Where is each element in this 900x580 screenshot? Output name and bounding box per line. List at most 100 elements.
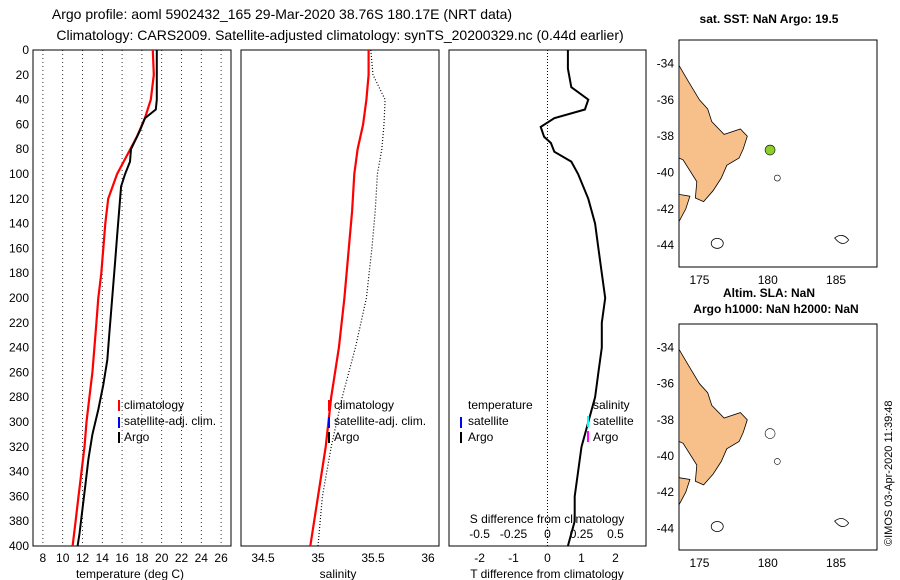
difference-legend-right: salinity satellite Argo	[587, 398, 634, 444]
difference-axes-frame	[448, 49, 647, 547]
t-difference-tick-label: 1	[578, 551, 585, 565]
depth-tick-label: 80	[16, 142, 30, 156]
salinity-argo-line	[317, 49, 386, 547]
depth-tick-label: 180	[9, 266, 29, 280]
depth-tick-label: 360	[9, 489, 29, 503]
depth-tick-label: 340	[9, 465, 29, 479]
map-lat-tick-label: -34	[657, 341, 675, 355]
salinity-tick-label: 36	[421, 551, 435, 565]
map-lat-tick-label: -40	[657, 449, 675, 463]
legend-satellite-label: satellite-adj. clim.	[334, 414, 426, 428]
map-lat-tick-label: -44	[657, 238, 675, 252]
legend-salinity-argo-label: Argo	[593, 430, 619, 444]
t-difference-tick-label: 0	[544, 551, 551, 565]
s-difference-tick-label: 0	[544, 527, 551, 541]
chatham-shelf-contour	[710, 237, 724, 249]
temperature-tick-label: 16	[115, 551, 129, 565]
salinity-axes-frame	[240, 49, 440, 547]
depth-tick-label: 300	[9, 415, 29, 429]
temperature-tick-label: 12	[76, 551, 90, 565]
depth-tick-label: 160	[9, 241, 29, 255]
salinity-tick-label: 35.5	[361, 551, 385, 565]
legend-salinity-satellite-label: satellite	[593, 414, 634, 428]
s-difference-tick-label: 0.25	[570, 527, 594, 541]
legend-argo-label: Argo	[468, 430, 494, 444]
temperature-tick-label: 14	[96, 551, 110, 565]
salinity-tick-labels: 34.5 35 35.5 36	[251, 551, 435, 565]
salinity-lines	[309, 49, 386, 547]
map-lon-tick-label: 180	[758, 556, 778, 570]
credit-timestamp: ©IMOS 03-Apr-2020 11:39:48	[883, 401, 895, 546]
map-lat-tick-label: -40	[657, 166, 675, 180]
depth-tick-label: 0	[22, 43, 29, 57]
depth-tick-label: 320	[9, 440, 29, 454]
chatham-islands-contour	[834, 235, 850, 244]
north-island-land	[678, 63, 748, 203]
map-lat-tick-label: -36	[657, 377, 675, 391]
difference-legend-left: temperature satellite Argo	[460, 398, 533, 444]
legend-salinity-heading: salinity	[593, 398, 630, 412]
argo-location-marker	[764, 144, 776, 156]
t-difference-tick-label: -1	[508, 551, 519, 565]
map-lat-tick-label: -44	[657, 521, 675, 535]
legend-satellite-label: satellite	[468, 414, 509, 428]
depth-tick-label: 120	[9, 192, 29, 206]
s-difference-axis-label: S difference from climatology	[470, 512, 625, 526]
sst-map-panel: sat. SST: NaN Argo: 19.5 175 180 185 -34 -36…	[657, 12, 878, 287]
chatham-shelf-contour	[710, 521, 724, 532]
depth-tick-labels: 0 20 40 60 80 100 120 140 160 180 200 220 240 260 280 3…	[9, 43, 29, 553]
map-lon-tick-label: 175	[689, 556, 709, 570]
difference-lines	[539, 50, 607, 547]
salinity-axis-label: salinity	[320, 567, 357, 580]
legend-satellite-label: satellite-adj. clim.	[124, 414, 216, 428]
depth-tick-label: 280	[9, 390, 29, 404]
sla-map-content: 175 180 185 -34 -36 -38 -40 -42 -44	[657, 341, 850, 570]
t-difference-tick-label: -2	[474, 551, 485, 565]
map-lat-tick-label: -34	[657, 57, 675, 71]
sla-map-title-line2: Argo h1000: NaN h2000: NaN	[693, 302, 858, 316]
depth-tick-label: 240	[9, 341, 29, 355]
map-lat-tick-label: -42	[657, 485, 675, 499]
depth-tick-label: 40	[16, 93, 30, 107]
depth-tick-label: 60	[16, 117, 30, 131]
figure-title-line1: Argo profile: aoml 5902432_165 29-Mar-20…	[52, 6, 512, 22]
s-difference-tick-labels: -0.5 -0.25 0 0.25 0.5	[469, 527, 624, 541]
depth-tick-label: 140	[9, 217, 29, 231]
t-difference-argo-line	[539, 50, 607, 547]
depth-tick-label: 260	[9, 365, 29, 379]
argo-location-marker	[764, 428, 776, 439]
s-difference-tick-label: -0.25	[500, 527, 528, 541]
map-lon-tick-label: 180	[758, 273, 778, 287]
map-lon-tick-label: 185	[826, 273, 846, 287]
depth-tick-label: 220	[9, 316, 29, 330]
south-island-land	[678, 477, 691, 505]
map-lat-tick-label: -36	[657, 93, 675, 107]
legend-argo-label: Argo	[334, 430, 360, 444]
temperature-tick-label: 8	[40, 551, 47, 565]
salinity-tick-label: 35	[311, 551, 325, 565]
temperature-panel: 0 20 40 60 80 100 120 140 160 180 200 220 240 260 280 3…	[9, 43, 232, 580]
map-lat-tick-label: -38	[657, 413, 675, 427]
temperature-tick-labels: 8 10 12 14 16 18 20 22 24 26	[40, 551, 229, 565]
temperature-lines	[71, 49, 158, 547]
seamount-contour	[774, 174, 781, 182]
map-lon-tick-label: 175	[689, 273, 709, 287]
figure-title-line2: Climatology: CARS2009. Satellite-adjuste…	[56, 27, 623, 43]
temperature-grid	[42, 50, 222, 546]
temperature-tick-label: 24	[195, 551, 209, 565]
depth-tick-label: 20	[16, 68, 30, 82]
chatham-islands-contour	[834, 518, 850, 527]
sla-map-title-line1: Altim. SLA: NaN	[723, 286, 815, 300]
t-difference-axis-label: T difference from climatology	[470, 567, 624, 580]
salinity-climatology-line	[309, 50, 370, 547]
s-difference-tick-label: -0.5	[469, 527, 490, 541]
sst-map-content: 175 180 185 -34 -36 -38 -40 -42 -44	[657, 57, 850, 287]
temperature-argo-line	[76, 50, 158, 547]
legend-climatology-label: climatology	[124, 398, 184, 412]
temperature-tick-label: 26	[214, 551, 228, 565]
map-lat-tick-label: -42	[657, 202, 675, 216]
legend-argo-label: Argo	[124, 430, 150, 444]
seamount-contour	[774, 458, 781, 465]
salinity-tick-label: 34.5	[251, 551, 275, 565]
t-difference-tick-label: 2	[612, 551, 619, 565]
